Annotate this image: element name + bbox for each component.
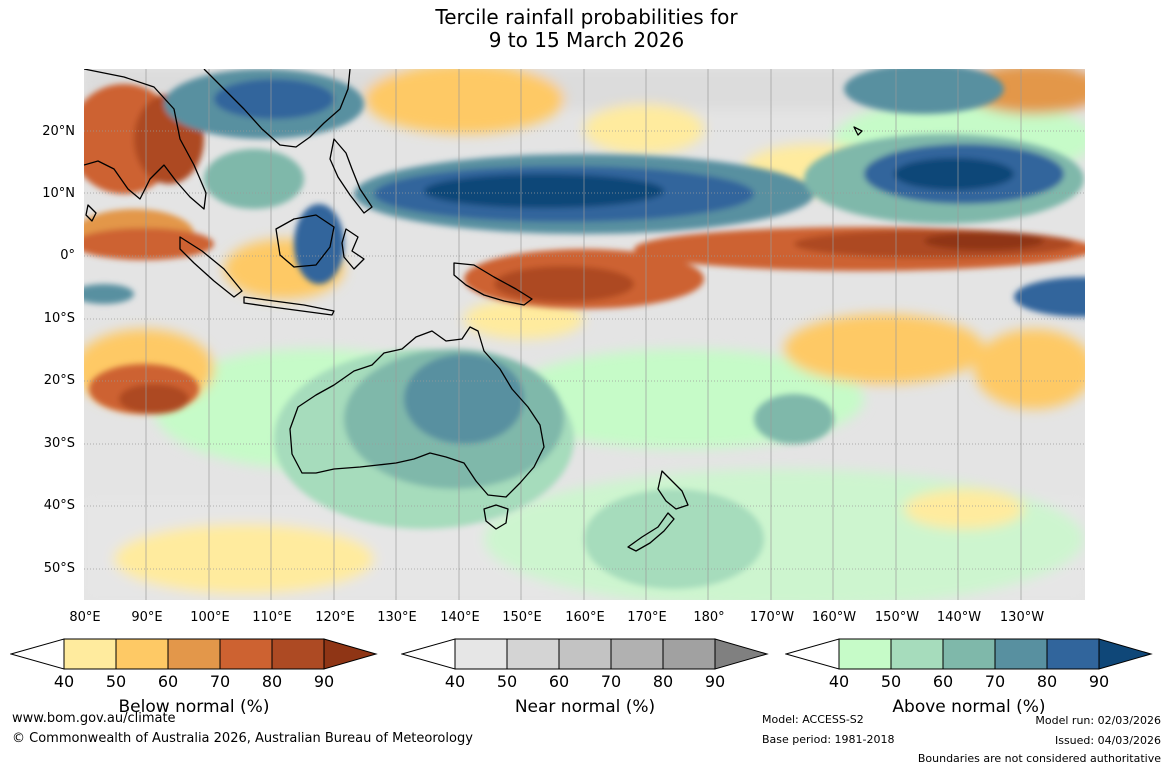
x-tick-160e: 160°E (565, 610, 605, 625)
map-title-line1: Tercile rainfall probabilities for (435, 5, 738, 29)
above-swatch-5 (1046, 638, 1100, 670)
above-normal-label: Above normal (%) (892, 697, 1046, 717)
above-swatch-1 (838, 638, 892, 670)
above-tick-50: 50 (880, 672, 902, 691)
below-swatch-1 (63, 638, 117, 670)
above-tick-80: 80 (1036, 672, 1058, 691)
issued-date: Issued: 04/03/2026 (1054, 734, 1161, 747)
below-tick-80: 80 (261, 672, 283, 691)
x-tick-80e: 80°E (69, 610, 101, 625)
above-tick-70: 70 (984, 672, 1006, 691)
below-swatch-6 (323, 638, 378, 670)
x-tick-160w: 160°W (811, 610, 857, 625)
map-canvas (84, 69, 1085, 600)
near-tick-70: 70 (600, 672, 622, 691)
below-swatch-2 (115, 638, 169, 670)
x-tick-110e: 110°E (252, 610, 292, 625)
above-swatch-6 (1098, 638, 1153, 670)
x-tick-180: 180° (693, 610, 725, 625)
y-tick-20s: 20°S (43, 373, 75, 388)
near-tick-40: 40 (444, 672, 466, 691)
below-tick-60: 60 (157, 672, 179, 691)
y-tick-20n: 20°N (42, 124, 75, 139)
y-tick-10n: 10°N (42, 186, 75, 201)
below-swatch-5 (271, 638, 325, 670)
x-tick-150w: 150°W (874, 610, 920, 625)
above-tick-90: 90 (1088, 672, 1110, 691)
website-url[interactable]: www.bom.gov.au/climate (12, 711, 176, 726)
near-normal-label: Near normal (%) (514, 697, 656, 717)
near-swatch-4 (610, 638, 664, 670)
y-tick-0: 0° (60, 248, 75, 263)
above-swatch-0 (785, 638, 840, 670)
y-tick-30s: 30°S (43, 436, 75, 451)
x-tick-150e: 150°E (502, 610, 542, 625)
near-tick-90: 90 (704, 672, 726, 691)
near-swatch-0 (401, 638, 456, 670)
x-tick-140w: 140°W (936, 610, 982, 625)
below-normal-colorbar (10, 638, 378, 670)
above-swatch-4 (994, 638, 1048, 670)
below-tick-40: 40 (53, 672, 75, 691)
near-swatch-3 (558, 638, 612, 670)
near-normal-colorbar (401, 638, 769, 670)
below-tick-90: 90 (313, 672, 335, 691)
x-tick-170e: 170°E (627, 610, 667, 625)
map-title-line2: 9 to 15 March 2026 (488, 28, 685, 52)
above-swatch-2 (890, 638, 944, 670)
x-tick-130e: 130°E (377, 610, 417, 625)
below-normal-label: Below normal (%) (118, 697, 270, 717)
below-tick-50: 50 (105, 672, 127, 691)
boundary-disclaimer: Boundaries are not considered authoritat… (917, 752, 1161, 765)
near-swatch-6 (714, 638, 769, 670)
copyright-notice: © Commonwealth of Australia 2026, Austra… (12, 731, 473, 746)
model-name: Model: ACCESS-S2 (762, 713, 864, 726)
x-tick-90e: 90°E (131, 610, 163, 625)
near-tick-80: 80 (652, 672, 674, 691)
above-swatch-3 (942, 638, 996, 670)
above-tick-60: 60 (932, 672, 954, 691)
below-swatch-3 (167, 638, 221, 670)
below-swatch-0 (10, 638, 65, 670)
y-tick-50s: 50°S (43, 561, 75, 576)
above-tick-40: 40 (828, 672, 850, 691)
base-period: Base period: 1981-2018 (762, 733, 895, 746)
below-swatch-4 (219, 638, 273, 670)
x-tick-130w: 130°W (999, 610, 1045, 625)
rainfall-probability-map (84, 69, 1085, 600)
below-tick-70: 70 (209, 672, 231, 691)
x-tick-100e: 100°E (190, 610, 230, 625)
near-swatch-5 (662, 638, 716, 670)
near-swatch-1 (454, 638, 508, 670)
above-normal-colorbar (785, 638, 1153, 670)
y-tick-40s: 40°S (43, 498, 75, 513)
near-tick-60: 60 (548, 672, 570, 691)
near-swatch-2 (506, 638, 560, 670)
near-tick-50: 50 (496, 672, 518, 691)
x-tick-170w: 170°W (749, 610, 795, 625)
x-tick-140e: 140°E (440, 610, 480, 625)
y-tick-10s: 10°S (43, 311, 75, 326)
x-tick-120e: 120°E (315, 610, 355, 625)
model-run-date: Model run: 02/03/2026 (1035, 714, 1161, 727)
